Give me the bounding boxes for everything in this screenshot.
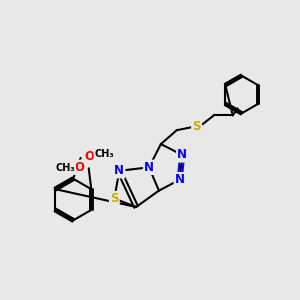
Text: S: S [192,120,201,133]
Text: N: N [177,148,187,161]
Text: CH₃: CH₃ [55,163,75,173]
Text: N: N [175,173,185,186]
Text: O: O [85,150,94,164]
Text: CH₃: CH₃ [94,149,114,159]
Text: O: O [75,161,85,174]
Text: N: N [144,161,154,174]
Text: N: N [114,164,124,177]
Text: S: S [110,192,118,205]
